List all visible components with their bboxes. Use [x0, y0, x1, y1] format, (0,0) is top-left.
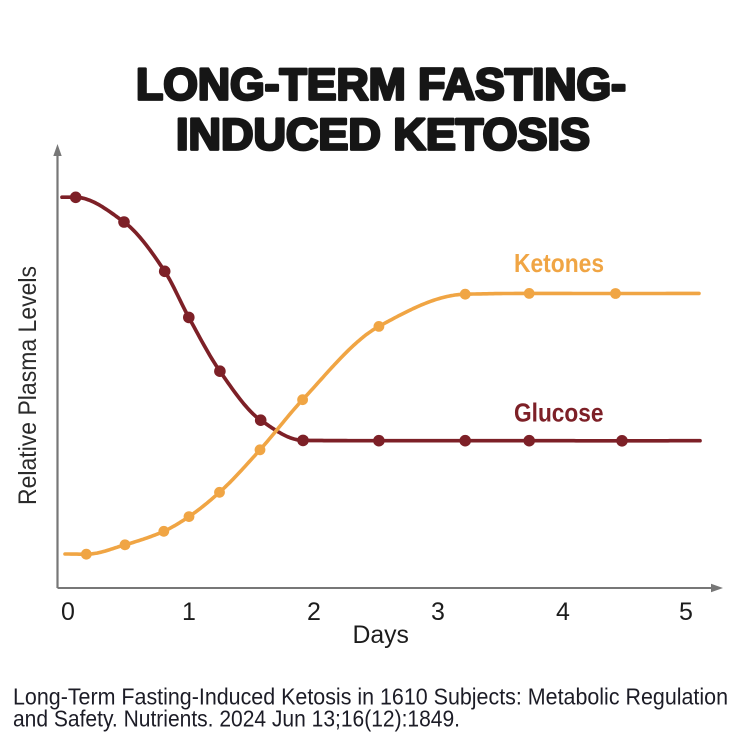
svg-text:2: 2 [307, 598, 321, 626]
svg-text:Glucose: Glucose [514, 398, 604, 428]
svg-text:4: 4 [556, 598, 570, 626]
svg-text:and Safety. Nutrients. 2024 Ju: and Safety. Nutrients. 2024 Jun 13;16(12… [13, 706, 460, 732]
svg-text:3: 3 [431, 598, 445, 626]
svg-text:Long-Term Fasting-Induced Keto: Long-Term Fasting-Induced Ketosis in 161… [13, 684, 728, 710]
svg-text:1: 1 [182, 598, 196, 626]
svg-text:Relative Plasma Levels: Relative Plasma Levels [14, 266, 42, 505]
svg-text:INDUCED KETOSIS: INDUCED KETOSIS [176, 111, 590, 160]
svg-text:5: 5 [679, 598, 693, 626]
svg-text:0: 0 [61, 598, 75, 626]
svg-text:Ketones: Ketones [514, 248, 604, 278]
svg-text:LONG-TERM FASTING-: LONG-TERM FASTING- [136, 61, 626, 110]
svg-text:Days: Days [352, 621, 409, 649]
